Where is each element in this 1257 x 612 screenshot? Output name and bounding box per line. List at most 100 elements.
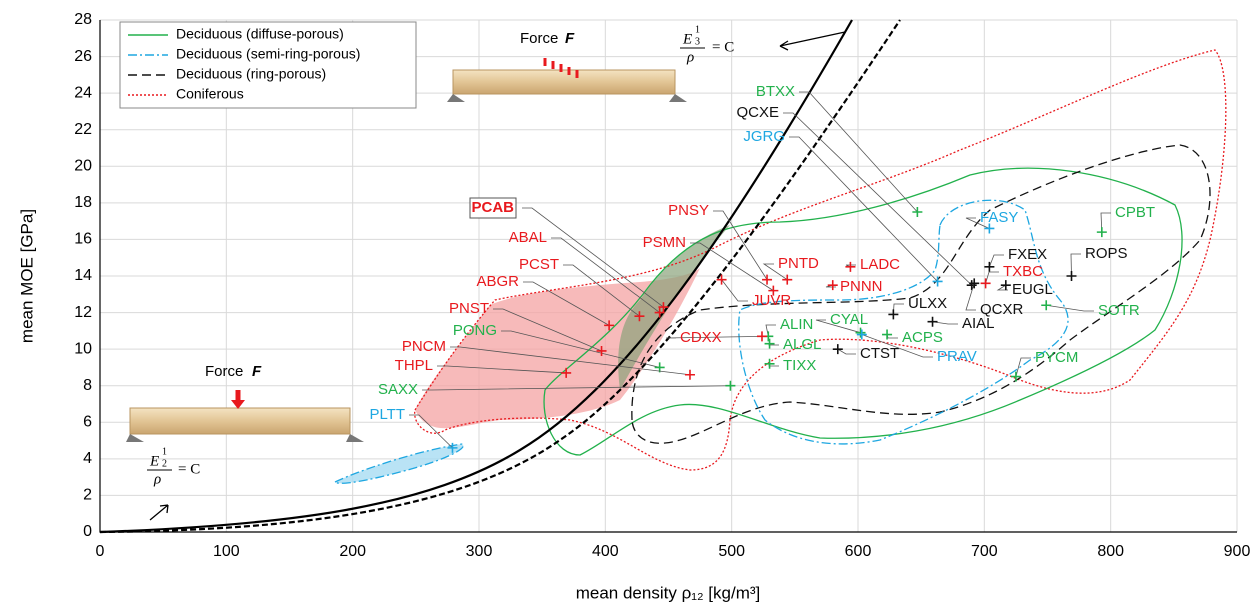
leader-line: [996, 284, 1008, 291]
point: [927, 316, 938, 327]
leader-line: [989, 254, 1004, 268]
leader-line: [861, 334, 933, 358]
legend-label: Coniferous: [176, 86, 244, 102]
point-label: FXEX: [1008, 246, 1047, 263]
curve-sqrt: [99, 19, 853, 534]
arrow: [149, 504, 169, 521]
point-label: JUVR: [752, 292, 791, 309]
point-label: PNSY: [668, 202, 709, 219]
leader-line: [665, 335, 762, 339]
leader-line: [932, 321, 958, 325]
point: [984, 261, 995, 272]
point-label: TIXX: [783, 357, 816, 374]
point: [856, 329, 867, 340]
y-tick-label: 24: [74, 84, 92, 101]
point-label: CYAL: [830, 311, 868, 328]
point-label: FASY: [980, 209, 1018, 226]
y-tick-label: 8: [83, 377, 92, 394]
leader-line: [690, 242, 774, 291]
force-symbol: F: [565, 30, 575, 47]
point: [768, 285, 779, 296]
point-label: PSMN: [643, 234, 686, 251]
leader-line: [765, 324, 776, 337]
formula-rhs: = C: [178, 461, 200, 477]
x-tick-label: 200: [339, 543, 366, 560]
leader-line: [409, 414, 453, 449]
point-label: CDXX: [680, 329, 722, 346]
leader-line: [1015, 357, 1031, 377]
y-tick-label: 18: [74, 194, 92, 211]
point: [1096, 227, 1107, 238]
point: [725, 380, 736, 391]
axes: [99, 20, 1237, 533]
y-tick-label: 14: [74, 267, 92, 284]
y-tick-label: 22: [74, 121, 92, 138]
point-label: PNST: [449, 300, 489, 317]
label-box: [469, 197, 517, 219]
formula-den: ρ: [153, 471, 161, 487]
model-curves: [99, 19, 901, 534]
leader-line: [799, 91, 918, 213]
leader-line: [493, 308, 602, 352]
point-label: AIAL: [962, 315, 995, 332]
leader-line: [563, 264, 640, 317]
point: [932, 276, 943, 287]
point-label: ULXX: [908, 295, 947, 312]
point: [966, 280, 977, 291]
point: [756, 331, 767, 342]
point: [634, 311, 645, 322]
y-tick-label: 16: [74, 231, 92, 248]
leader-line: [762, 263, 788, 280]
force-label: Force: [205, 363, 243, 380]
point-label: EUGL: [1012, 281, 1053, 298]
leader-line: [437, 365, 567, 374]
x-tick-label: 300: [466, 543, 493, 560]
point-label: ABGR: [476, 273, 519, 290]
y-tick-label: 0: [83, 523, 92, 540]
point-label: PNCM: [402, 338, 446, 355]
formula-rhs: = C: [712, 39, 734, 55]
x-tick-label: 400: [592, 543, 619, 560]
point: [882, 329, 893, 340]
x-tick-label: 900: [1224, 543, 1251, 560]
formula-exp: 1: [695, 24, 700, 35]
y-tick-label: 12: [74, 304, 92, 321]
point-label: CPBT: [1115, 204, 1155, 221]
point-label: PONG: [453, 322, 497, 339]
point: [762, 274, 773, 285]
leader-line: [721, 279, 748, 302]
x-tick-label: 0: [96, 543, 105, 560]
leader-line: [965, 217, 990, 229]
leader-line: [450, 346, 691, 376]
point: [855, 327, 866, 338]
point-label: PCAB: [471, 199, 514, 216]
legend-label: Deciduous (semi-ring-porous): [176, 46, 360, 62]
point: [447, 442, 458, 453]
leader-line: [551, 237, 660, 313]
point-label: THPL: [395, 357, 433, 374]
formula-base: E: [149, 453, 159, 469]
pltt-envelope: [333, 443, 464, 484]
leader-line: [1070, 253, 1081, 277]
x-tick-label: 700: [971, 543, 998, 560]
x-tick-label: 100: [213, 543, 240, 560]
force-symbol: F: [252, 363, 262, 380]
point: [984, 223, 995, 234]
point: [596, 345, 607, 356]
point-label: BTXX: [756, 83, 795, 100]
beam-top: Force F: [447, 30, 687, 102]
point-label: PRAV: [937, 348, 977, 365]
y-tick-label: 20: [74, 158, 92, 175]
point-label: ACPS: [902, 329, 943, 346]
point-label: LADC: [860, 256, 900, 273]
x-tick-label: 600: [845, 543, 872, 560]
point-label: PCST: [519, 256, 559, 273]
coniferous-envelope: [414, 49, 1227, 471]
leader-line: [522, 207, 664, 308]
leader-line: [501, 330, 660, 368]
leader-line: [789, 136, 938, 282]
formula-exp: 2: [162, 458, 167, 469]
leader-line: [1100, 212, 1111, 233]
formula-exp: 3: [695, 36, 700, 47]
